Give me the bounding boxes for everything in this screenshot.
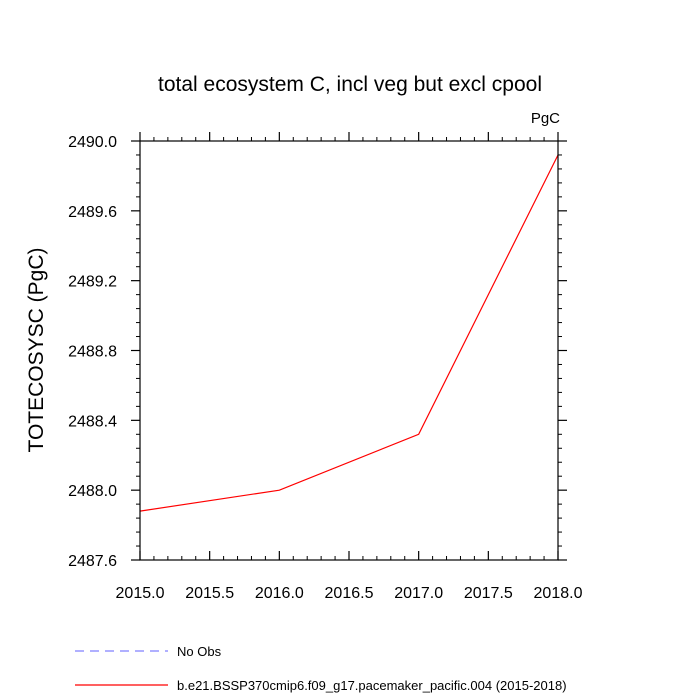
series-layer <box>139 154 559 512</box>
plot-frame <box>139 140 559 561</box>
y-tick-label: 2489.2 <box>68 274 117 291</box>
units-label: PgC <box>531 110 560 127</box>
y-tick-label: 2490.0 <box>68 134 117 151</box>
y-axis-label: TOTECOSYSC (PgC) <box>25 248 48 453</box>
x-tick-label: 2015.5 <box>185 585 234 602</box>
x-tick-label: 2016.0 <box>255 585 304 602</box>
x-tick-label: 2015.0 <box>116 585 165 602</box>
x-tick-label: 2017.5 <box>464 585 513 602</box>
y-tick-labels: 2487.6 2488.0 2488.4 2488.8 2489.2 2489.6 2490… <box>68 134 117 570</box>
axis-ticks <box>131 132 567 561</box>
legend-label: b.e21.BSSP370cmip6.f09_g17.pacemaker_pac… <box>177 678 567 693</box>
y-tick-label: 2487.6 <box>68 553 117 570</box>
chart-title: total ecosystem C, incl veg but excl cpo… <box>158 73 542 96</box>
y-tick-label: 2489.6 <box>68 204 117 221</box>
x-tick-label: 2016.5 <box>325 585 374 602</box>
y-tick-label: 2488.8 <box>68 344 117 361</box>
y-tick-label: 2488.4 <box>68 413 117 430</box>
x-tick-labels: 2015.0 2015.5 2016.0 2016.5 2017.0 2017.5 2018… <box>116 585 583 602</box>
legend: No Obs b.e21.BSSP370cmip6.f09_g17.pacemak… <box>75 644 567 693</box>
legend-label: No Obs <box>177 644 222 659</box>
series-line <box>139 154 559 512</box>
x-tick-label: 2018.0 <box>534 585 583 602</box>
x-tick-label: 2017.0 <box>394 585 443 602</box>
y-tick-label: 2488.0 <box>68 483 117 500</box>
